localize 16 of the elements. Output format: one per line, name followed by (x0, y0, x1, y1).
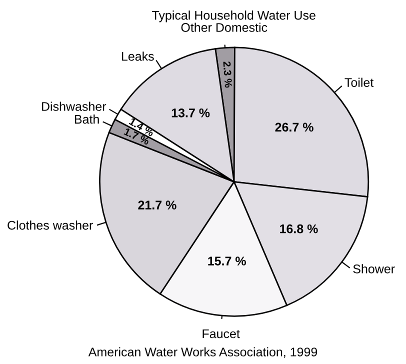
data-label: 21.7 % (138, 200, 176, 210)
slice-label: Faucet (202, 329, 240, 338)
data-label: 26.7 % (275, 122, 314, 132)
slice-label: Shower (353, 264, 395, 274)
data-label: 13.7 % (172, 108, 210, 118)
data-label: 15.7 % (208, 256, 246, 266)
slice-label: Dishwasher (42, 102, 106, 111)
chart-title: Typical Household Water Use (152, 10, 316, 22)
slice-label: Toilet (344, 78, 374, 87)
slice-label: Other Domestic (181, 22, 268, 32)
text: American Water Works Association, 1999 (88, 347, 318, 358)
data-label: 2.3 % (223, 61, 232, 88)
slice-label: Leaks (122, 52, 154, 61)
slice-label: Bath (74, 114, 99, 124)
slice-label: Clothes washer (8, 220, 93, 230)
data-label: 16.8 % (280, 224, 318, 234)
